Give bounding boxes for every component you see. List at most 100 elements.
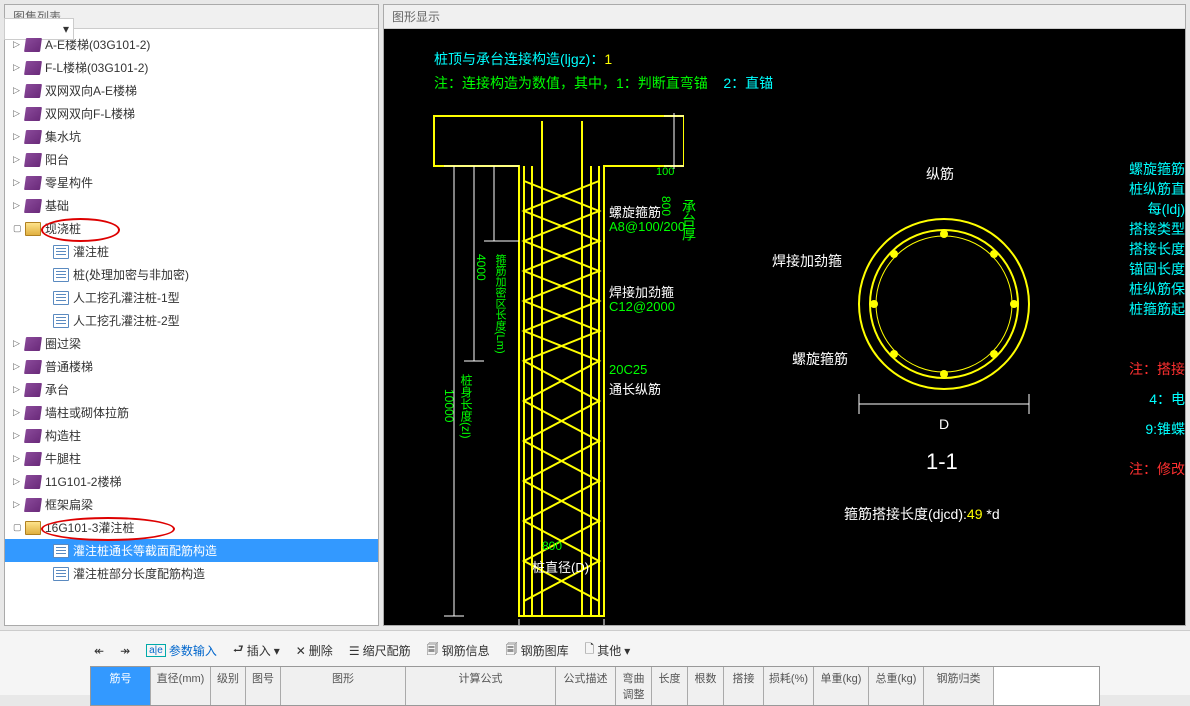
expand-arrow-icon: ▷ [13, 177, 23, 188]
col-header-9[interactable]: 根数 [688, 667, 724, 705]
page-icon [53, 544, 69, 558]
tree-item-23[interactable]: 灌注桩部分长度配筋构造 [5, 562, 378, 585]
tree-item-label: 集水坑 [45, 128, 81, 145]
col-header-4[interactable]: 图形 [281, 667, 406, 705]
tree-item-label: 框架扁梁 [45, 496, 93, 513]
tree-item-14[interactable]: ▷普通楼梯 [5, 355, 378, 378]
book-icon [24, 498, 42, 512]
tree-item-label: 灌注桩部分长度配筋构造 [73, 565, 205, 582]
info-button[interactable]: 🗐 钢筋信息 [423, 638, 494, 663]
lbl-long-v: 20C25 [609, 362, 647, 377]
page-icon [53, 245, 69, 259]
page-icon [53, 314, 69, 328]
tree-item-8[interactable]: ▢现浇桩 [5, 217, 378, 240]
tree-item-10[interactable]: 桩(处理加密与非加密) [5, 263, 378, 286]
cad-viewport[interactable]: 桩顶与承台连接构造(ljgz)：1 注：连接构造为数值，其中，1：判断直弯锚 2… [384, 29, 1185, 625]
col-header-13[interactable]: 总重(kg) [869, 667, 924, 705]
tree-item-2[interactable]: ▷双网双向A-E楼梯 [5, 79, 378, 102]
rebar-table-header: 筋号直径(mm)级别图号图形计算公式公式描述弯曲调整长度根数搭接损耗(%)单重(… [90, 666, 1100, 706]
tree-item-label: 人工挖孔灌注桩-1型 [73, 289, 180, 306]
sec-weld: 焊接加劲箍 [772, 251, 842, 271]
col-header-5[interactable]: 计算公式 [406, 667, 556, 705]
nav-next-button[interactable]: ↠ [116, 642, 134, 660]
tree-item-18[interactable]: ▷ 牛腿柱 [5, 447, 378, 470]
col-header-10[interactable]: 搭接 [724, 667, 764, 705]
book-icon [24, 337, 42, 351]
tree-item-label: 牛腿柱 [45, 450, 81, 467]
col-header-14[interactable]: 钢筋归类 [924, 667, 994, 705]
tree-item-label: 墙柱或砌体拉筋 [45, 404, 129, 421]
tree-item-15[interactable]: ▷承台 [5, 378, 378, 401]
tree-item-20[interactable]: ▷框架扁梁 [5, 493, 378, 516]
col-header-8[interactable]: 长度 [652, 667, 688, 705]
tree-item-label: 灌注桩 [73, 243, 109, 260]
tree-item-12[interactable]: 人工挖孔灌注桩-2型 [5, 309, 378, 332]
book-icon [24, 107, 42, 121]
top-combo[interactable]: ▾ [4, 18, 74, 40]
col-header-6[interactable]: 公式描述 [556, 667, 616, 705]
book-icon [24, 130, 42, 144]
delete-button[interactable]: ✕ 删除 [292, 640, 337, 661]
tree-item-9[interactable]: 灌注桩 [5, 240, 378, 263]
other-button[interactable]: 🗋 其他 ▾ [581, 638, 635, 663]
tree-item-label: 零星构件 [45, 174, 93, 191]
nav-prev-button[interactable]: ↞ [90, 642, 108, 660]
lib-button[interactable]: 🗐 钢筋图库 [502, 638, 573, 663]
book-icon [24, 360, 42, 374]
book-icon [24, 429, 42, 443]
tree-item-11[interactable]: 人工挖孔灌注桩-1型 [5, 286, 378, 309]
bottom-bar: ↞ ↠ a|e 参数输入 ⮐ 插入 ▾ ✕ 删除 ☰ 缩尺配筋 🗐 钢筋信息 🗐… [0, 630, 1190, 695]
col-header-2[interactable]: 级别 [211, 667, 246, 705]
col-header-12[interactable]: 单重(kg) [814, 667, 869, 705]
tree-item-6[interactable]: ▷ 零星构件 [5, 171, 378, 194]
rebar-toolbar: ↞ ↠ a|e 参数输入 ⮐ 插入 ▾ ✕ 删除 ☰ 缩尺配筋 🗐 钢筋信息 🗐… [90, 635, 1100, 666]
tree-item-5[interactable]: ▷阳台 [5, 148, 378, 171]
tree-item-label: 双网双向F-L楼梯 [45, 105, 135, 122]
tree-item-16[interactable]: ▷墙柱或砌体拉筋 [5, 401, 378, 424]
expand-arrow-icon: ▷ [13, 39, 23, 50]
lbl-spiral-v: A8@100/200 [609, 219, 685, 234]
dim-800v: 800 [659, 196, 673, 216]
tree-item-19[interactable]: ▷11G101-2楼梯 [5, 470, 378, 493]
insert-button[interactable]: ⮐ 插入 ▾ [229, 638, 284, 663]
book-icon [24, 406, 42, 420]
tree-item-label: 圈过梁 [45, 335, 81, 352]
expand-arrow-icon: ▷ [13, 453, 23, 464]
col-header-0[interactable]: 筋号 [91, 667, 151, 705]
page-icon [53, 567, 69, 581]
tree-item-22[interactable]: 灌注桩通长等截面配筋构造 [5, 539, 378, 562]
tree-item-label: 承台 [45, 381, 69, 398]
tree-item-7[interactable]: ▷基础 [5, 194, 378, 217]
tree-item-label: 构造柱 [45, 427, 81, 444]
tree-item-label: F-L楼梯(03G101-2) [45, 59, 148, 76]
r-txt-3: 每(ldj) [1148, 199, 1185, 219]
col-header-11[interactable]: 损耗(%) [764, 667, 814, 705]
col-header-1[interactable]: 直径(mm) [151, 667, 211, 705]
graphics-panel-title: 图形显示 [384, 5, 1185, 29]
scale-button[interactable]: ☰ 缩尺配筋 [345, 640, 415, 661]
tree-item-3[interactable]: ▷双网双向F-L楼梯 [5, 102, 378, 125]
vp-title: 桩顶与承台连接构造(ljgz)：1 [434, 49, 612, 69]
col-header-3[interactable]: 图号 [246, 667, 281, 705]
tree-item-4[interactable]: ▷集水坑 [5, 125, 378, 148]
page-icon [53, 268, 69, 282]
col-header-7[interactable]: 弯曲调整 [616, 667, 652, 705]
tree-item-13[interactable]: ▷圈过梁 [5, 332, 378, 355]
r-note-3: 9:锥蝶 [1145, 419, 1185, 439]
folder-icon [25, 222, 41, 236]
dim-800h: 800 [542, 539, 562, 553]
sec-long: 纵筋 [926, 164, 954, 184]
tree-item-1[interactable]: ▷F-L楼梯(03G101-2) [5, 56, 378, 79]
book-icon [24, 84, 42, 98]
dim-10000: 10000 [442, 389, 456, 422]
overlap: 箍筋搭接长度(djcd):49 *d [844, 504, 1000, 524]
param-input-button[interactable]: a|e 参数输入 [142, 640, 221, 661]
dim-100: 100 [656, 166, 674, 178]
tree-item-17[interactable]: ▷构造柱 [5, 424, 378, 447]
tree-item-21[interactable]: ▢16G101-3灌注桩 [5, 516, 378, 539]
dim-4000: 4000 [474, 254, 488, 281]
lbl-weld-v: C12@2000 [609, 299, 675, 314]
book-icon [24, 61, 42, 75]
page-icon [53, 291, 69, 305]
tree-item-label: 基础 [45, 197, 69, 214]
